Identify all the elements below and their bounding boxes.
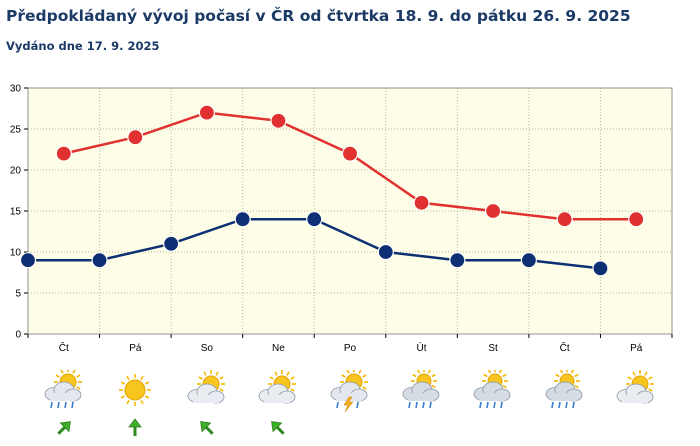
data-point: [556, 211, 573, 228]
x-tick-label: Ne: [272, 343, 285, 354]
data-point: [163, 235, 180, 252]
cloudy-rain-icon: [471, 368, 515, 414]
y-tick-label: 20: [10, 166, 22, 177]
data-point: [198, 104, 215, 121]
data-point: [341, 145, 359, 162]
x-tick-label: Pá: [630, 343, 643, 354]
x-tick-label: Čt: [59, 341, 69, 354]
wind-arrow-northwest-icon: [197, 418, 217, 438]
x-tick-label: Út: [417, 341, 427, 354]
data-point: [413, 194, 430, 211]
data-point: [485, 202, 502, 220]
data-point: [628, 211, 645, 228]
sunny-icon: [113, 370, 157, 414]
wind-arrow-northwest-icon: [268, 418, 288, 438]
partly-cloudy-icon: [185, 370, 229, 414]
data-point: [592, 260, 609, 277]
x-tick-label: St: [488, 343, 498, 354]
data-point: [19, 252, 37, 269]
y-tick-label: 10: [10, 248, 22, 259]
data-point: [270, 112, 287, 129]
data-point: [234, 211, 251, 228]
y-tick-label: 25: [10, 125, 22, 136]
wind-arrow-north-icon: [125, 418, 145, 438]
issue-date: Vydáno dne 17. 9. 2025: [6, 39, 160, 53]
partly-cloudy-storm-icon: [328, 368, 372, 414]
data-point: [520, 252, 537, 269]
data-point: [306, 211, 323, 228]
wind-arrow-northeast-icon: [54, 418, 74, 438]
x-tick-label: Pá: [129, 343, 142, 354]
x-tick-label: Čt: [560, 341, 570, 354]
cloudy-rain-icon: [400, 368, 444, 414]
data-point: [377, 243, 394, 261]
cloudy-rain-icon: [543, 368, 587, 414]
data-point: [449, 252, 466, 269]
data-point: [127, 129, 144, 146]
partly-cloudy-icon: [614, 370, 658, 414]
partly-cloudy-rain-icon: [42, 368, 86, 414]
y-tick-label: 15: [10, 207, 22, 218]
y-tick-label: 30: [10, 84, 22, 95]
data-point: [55, 145, 72, 162]
data-point: [91, 252, 108, 269]
y-tick-label: 0: [15, 330, 21, 341]
page-title: Předpokládaný vývoj počasí v ČR od čtvrt…: [6, 7, 631, 25]
weather-icon-row: [0, 368, 700, 446]
x-tick-label: Po: [344, 343, 357, 354]
partly-cloudy-icon: [256, 370, 300, 414]
y-tick-label: 5: [15, 289, 21, 300]
x-tick-label: So: [201, 343, 214, 354]
temperature-chart: 0 5 10 15 20 25 30 Čt Pá So Ne Po Út St Čt Pá: [10, 84, 673, 354]
